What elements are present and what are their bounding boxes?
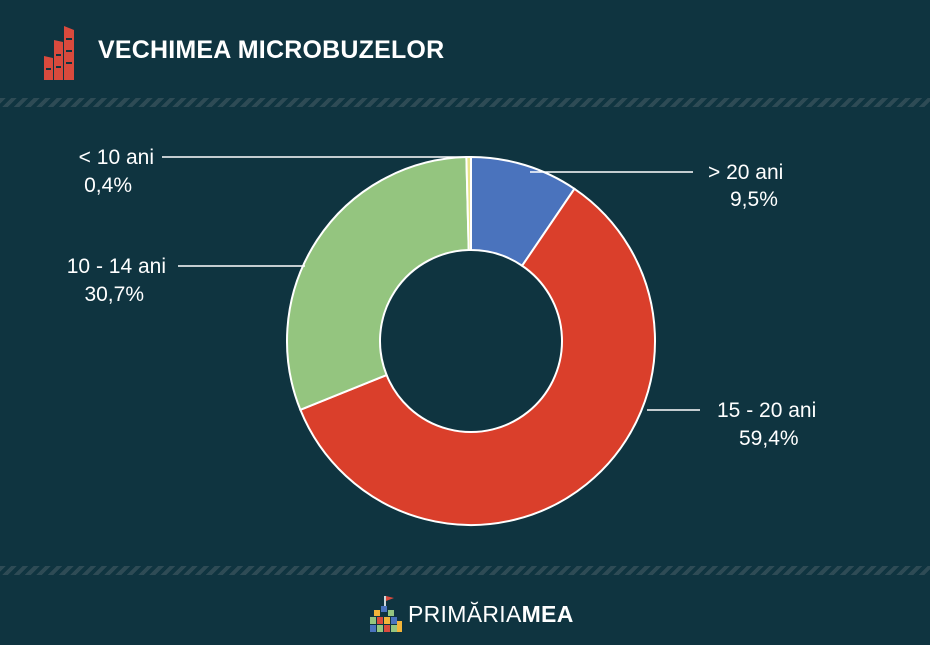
slice-label: 10 - 14 ani	[67, 255, 166, 278]
building-logo-icon	[44, 26, 74, 80]
colorful-building-icon	[370, 596, 402, 632]
slice-value-label: 9,5%	[730, 188, 778, 211]
pie-slice	[299, 187, 656, 526]
slice-value-label: 59,4%	[739, 427, 799, 450]
footer-brand: PRIMĂRIAMEA	[370, 594, 574, 634]
slice-value-label: 0,4%	[84, 174, 132, 197]
slice-label: < 10 ani	[79, 146, 154, 169]
bottom-divider	[0, 566, 930, 575]
header: VECHIMEA MICROBUZELOR	[0, 0, 930, 100]
page-title: VECHIMEA MICROBUZELOR	[98, 36, 445, 64]
pie-slice	[286, 156, 470, 412]
slice-value-label: 30,7%	[84, 283, 144, 306]
top-divider	[0, 98, 930, 107]
brand-name-part2: MEA	[521, 600, 574, 627]
slice-label: 15 - 20 ani	[717, 399, 816, 422]
brand-name-part1: PRIMĂRIA	[408, 600, 522, 627]
slice-label: > 20 ani	[708, 161, 783, 184]
